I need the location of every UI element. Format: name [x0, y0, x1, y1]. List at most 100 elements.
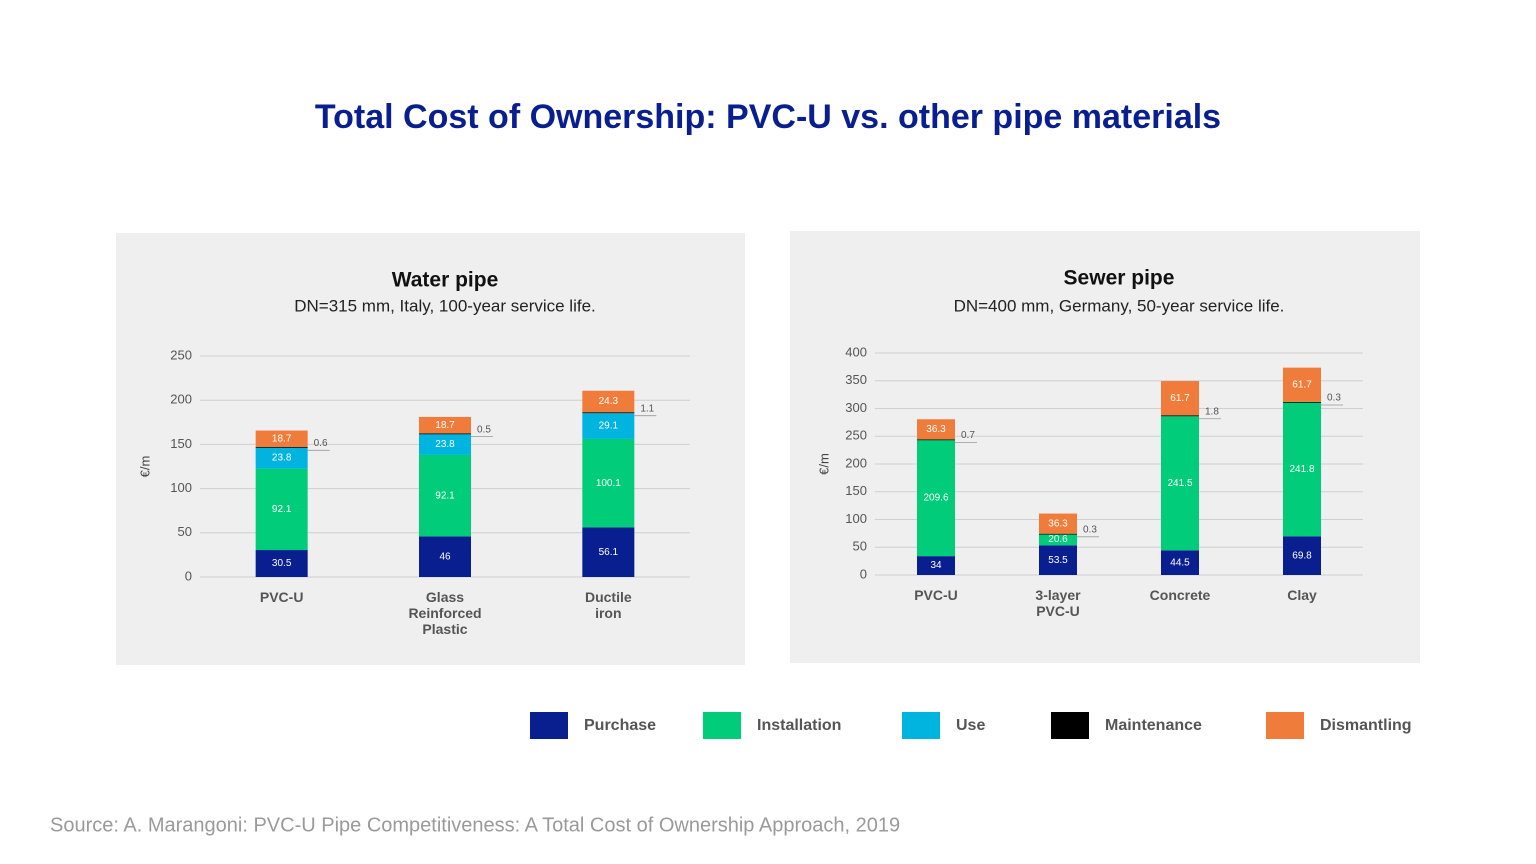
data-label: 24.3 — [599, 396, 619, 407]
chart-subtitle: DN=315 mm, Italy, 100-year service life. — [294, 296, 596, 315]
bar-segment — [419, 433, 471, 435]
data-label: 0.3 — [1083, 524, 1097, 535]
legend-swatch — [530, 712, 568, 739]
data-label: 61.7 — [1292, 379, 1312, 390]
bar-segment — [255, 447, 308, 469]
legend-swatch — [703, 712, 741, 739]
bar-segment — [1161, 415, 1199, 417]
y-tick-label: 0 — [185, 568, 192, 583]
y-tick-label: 250 — [845, 428, 867, 443]
y-tick-label: 50 — [178, 524, 192, 539]
data-label: 44.5 — [1170, 557, 1190, 568]
bar-segment — [419, 454, 471, 537]
bar-segment — [1039, 513, 1077, 534]
legend-label: Installation — [757, 717, 841, 734]
data-label: 36.3 — [1048, 518, 1068, 529]
data-label: 100.1 — [596, 478, 621, 489]
data-label: 36.3 — [926, 424, 946, 435]
data-label: 209.6 — [923, 493, 948, 504]
bar-segment — [1283, 536, 1321, 575]
source: Source: A. Marangoni: PVC-U Pipe Competi… — [50, 814, 900, 836]
bar-segment — [582, 413, 635, 439]
bar-segment — [582, 527, 635, 577]
bar-segment — [1283, 401, 1321, 403]
legend-swatch — [1266, 712, 1304, 739]
y-tick-label: 400 — [845, 344, 867, 359]
bar-segment — [255, 550, 308, 577]
legend-label: Use — [956, 717, 985, 734]
chart-title: Water pipe — [392, 269, 499, 292]
data-label: 0.3 — [1327, 393, 1341, 404]
data-label: 29.1 — [599, 421, 619, 432]
bar-segment — [1161, 416, 1199, 551]
x-tick-label: Glass Reinforced Plastic — [408, 589, 481, 637]
bar-segment — [1283, 402, 1321, 537]
data-label: 61.7 — [1170, 393, 1190, 404]
bar-segment — [582, 412, 635, 414]
x-tick-label: Concrete — [1150, 587, 1211, 603]
data-label: 1.8 — [1205, 406, 1219, 417]
bar-segment — [1039, 545, 1077, 575]
y-tick-label: 100 — [845, 511, 867, 526]
legend-label: Dismantling — [1320, 717, 1412, 734]
data-label: 53.5 — [1048, 555, 1068, 566]
legend-label: Maintenance — [1105, 717, 1202, 734]
bar-segment — [1039, 533, 1077, 535]
x-tick-label: Ductile iron — [585, 589, 632, 621]
bar-segment — [419, 536, 471, 577]
bar-segment — [419, 433, 471, 455]
bar-segment — [255, 468, 308, 551]
y-tick-label: 300 — [845, 400, 867, 415]
y-tick-label: 200 — [845, 455, 867, 470]
bar-segment — [917, 439, 955, 557]
legend-label: Purchase — [584, 717, 656, 734]
bar-segment — [917, 419, 955, 440]
legend-swatch — [902, 712, 940, 739]
data-label: 0.6 — [314, 438, 328, 449]
data-label: 23.8 — [272, 453, 292, 464]
data-label: 92.1 — [435, 490, 455, 501]
y-tick-label: 100 — [170, 480, 192, 495]
y-tick-label: 50 — [853, 539, 867, 554]
x-tick-label: 3-layer PVC-U — [1035, 587, 1081, 619]
data-label: 241.5 — [1167, 478, 1192, 489]
data-label: 20.6 — [1048, 534, 1068, 545]
x-tick-label: Clay — [1287, 587, 1317, 603]
y-tick-label: 150 — [845, 483, 867, 498]
chart-subtitle: DN=400 mm, Germany, 50-year service life… — [954, 296, 1285, 315]
chart-title: Sewer pipe — [1064, 267, 1175, 290]
bar-segment — [255, 447, 308, 448]
data-label: 69.8 — [1292, 550, 1312, 561]
slide-title: Total Cost of Ownership: PVC-U vs. other… — [315, 98, 1221, 136]
y-axis-label: €/m — [816, 453, 831, 475]
y-tick-label: 0 — [860, 566, 867, 581]
bar-segment — [582, 390, 635, 413]
data-label: 0.5 — [477, 424, 491, 435]
y-tick-label: 200 — [170, 392, 192, 407]
y-tick-label: 250 — [170, 347, 192, 362]
data-label: 46 — [439, 551, 451, 562]
bar-segment — [1283, 367, 1321, 402]
legend-swatch — [1051, 712, 1089, 739]
y-tick-label: 150 — [170, 436, 192, 451]
data-label: 92.1 — [272, 504, 292, 515]
bar-segment — [1039, 533, 1077, 546]
bar-segment — [255, 430, 308, 448]
y-tick-label: 350 — [845, 372, 867, 387]
data-label: 18.7 — [272, 433, 292, 444]
bar-segment — [1161, 550, 1199, 575]
bar-segment — [917, 556, 955, 575]
data-label: 241.8 — [1289, 464, 1314, 475]
x-tick-label: PVC-U — [914, 587, 958, 603]
data-label: 18.7 — [435, 420, 455, 431]
y-axis-label: €/m — [137, 456, 152, 478]
bar-segment — [917, 439, 955, 441]
data-label: 0.7 — [961, 430, 975, 441]
x-tick-label: PVC-U — [260, 589, 304, 605]
bar-segment — [1161, 381, 1199, 416]
data-label: 1.1 — [640, 403, 654, 414]
data-label: 30.5 — [272, 558, 292, 569]
data-label: 34 — [930, 560, 942, 571]
